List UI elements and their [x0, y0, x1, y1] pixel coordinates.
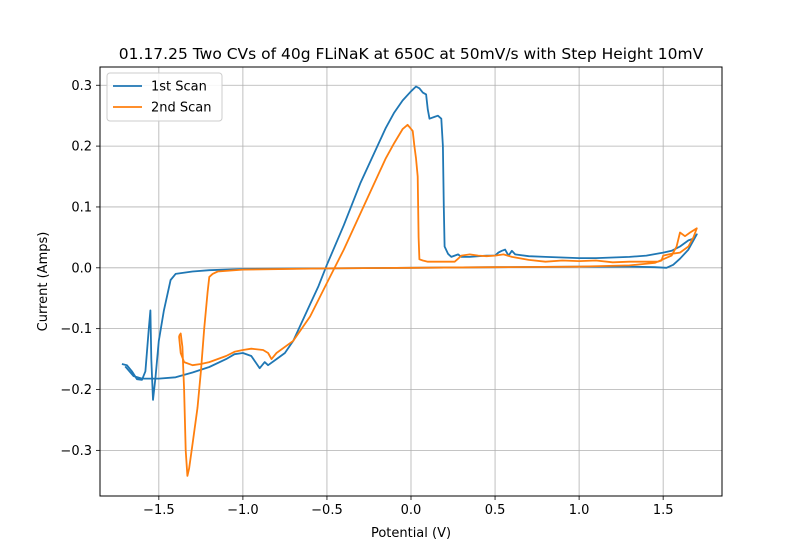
x-axis-label: Potential (V)	[371, 526, 451, 541]
legend-label-2: 2nd Scan	[151, 101, 212, 116]
x-tick-label: −0.5	[311, 503, 343, 518]
x-tick-label: 0.5	[485, 503, 506, 518]
series-layer	[121, 85, 698, 477]
y-tick-label: 0.1	[71, 200, 92, 215]
x-axis: −1.5 −1.0 −0.5 0.0 0.5 1.0 1.5	[143, 496, 674, 518]
x-tick-label: 1.0	[569, 503, 590, 518]
y-tick-label: 0.2	[71, 140, 92, 155]
y-tick-label: 0.3	[71, 79, 92, 94]
y-tick-label: −0.3	[60, 444, 92, 459]
x-tick-label: −1.5	[143, 503, 175, 518]
y-axis-label: Current (Amps)	[36, 232, 51, 332]
legend-box	[106, 72, 223, 122]
x-tick-label: −1.0	[227, 503, 259, 518]
y-tick-label: −0.1	[60, 322, 92, 337]
x-tick-label: 0.0	[401, 503, 422, 518]
x-tick-label: 1.5	[653, 503, 674, 518]
legend: 1st Scan 2nd Scan	[106, 72, 223, 122]
y-axis: −0.3 −0.2 −0.1 0.0 0.1 0.2 0.3	[60, 79, 100, 459]
y-tick-label: 0.0	[71, 261, 92, 276]
y-tick-label: −0.2	[60, 383, 92, 398]
chart-title: 01.17.25 Two CVs of 40g FLiNaK at 650C a…	[119, 45, 704, 63]
series-line-2	[178, 123, 698, 477]
legend-label-1: 1st Scan	[151, 80, 207, 95]
